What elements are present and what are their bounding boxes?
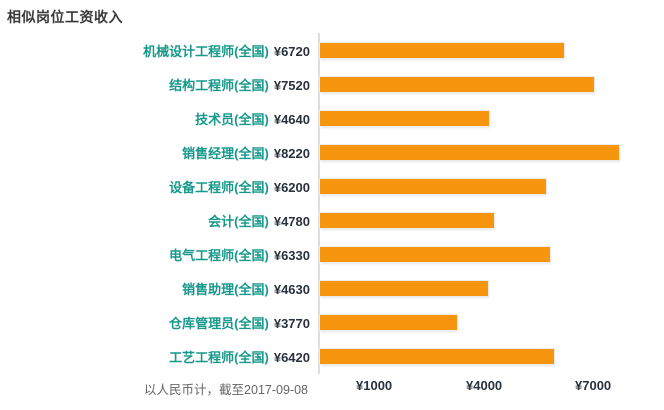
salary-value: ¥4630: [273, 281, 310, 297]
row-label: 设备工程师(全国) ¥6200: [0, 177, 310, 196]
row-label: 技术员(全国) ¥4640: [0, 109, 310, 128]
bar-track: [320, 178, 664, 194]
bar-chart: 机械设计工程师(全国) ¥6720 结构工程师(全国) ¥7520 技术员(全国) ¥46…: [0, 33, 664, 373]
salary-value: ¥8220: [273, 145, 310, 161]
row-label: 会计(全国) ¥4780: [0, 211, 310, 230]
job-title-link[interactable]: 销售助理(全国): [182, 281, 269, 297]
salary-value: ¥3770: [273, 315, 310, 331]
job-title-link[interactable]: 设备工程师(全国): [169, 179, 269, 195]
chart-row: 会计(全国) ¥4780: [0, 203, 664, 237]
row-label: 结构工程师(全国) ¥7520: [0, 75, 310, 94]
job-title-link[interactable]: 技术员(全国): [195, 111, 269, 127]
salary-bar: [320, 76, 594, 92]
row-label: 销售助理(全国) ¥4630: [0, 279, 310, 298]
salary-bar: [320, 110, 489, 126]
x-axis-tick-label: ¥4000: [466, 378, 503, 393]
x-axis-tick-label: ¥7000: [575, 378, 612, 393]
salary-value: ¥7520: [273, 77, 310, 93]
job-title-link[interactable]: 机械设计工程师(全国): [143, 43, 269, 59]
salary-bar: [320, 280, 488, 296]
row-label: 机械设计工程师(全国) ¥6720: [0, 41, 310, 60]
salary-bar: [320, 42, 564, 58]
chart-row: 电气工程师(全国) ¥6330: [0, 237, 664, 271]
bar-track: [320, 212, 664, 228]
salary-value: ¥6720: [273, 43, 310, 59]
salary-value: ¥6330: [273, 247, 310, 263]
x-axis-tick-label: ¥1000: [356, 378, 393, 393]
row-label: 电气工程师(全国) ¥6330: [0, 245, 310, 264]
job-title-link[interactable]: 结构工程师(全国): [169, 77, 269, 93]
salary-value: ¥6420: [273, 349, 310, 365]
row-label: 工艺工程师(全国) ¥6420: [0, 347, 310, 366]
chart-row: 结构工程师(全国) ¥7520: [0, 67, 664, 101]
salary-bar: [320, 348, 554, 364]
salary-bar: [320, 314, 457, 330]
y-axis-line: [318, 33, 320, 374]
bar-track: [320, 76, 664, 92]
salary-bar: [320, 178, 546, 194]
bar-track: [320, 280, 664, 296]
bar-track: [320, 246, 664, 262]
bar-track: [320, 42, 664, 58]
bar-track: [320, 348, 664, 364]
salary-bar: [320, 212, 494, 228]
job-title-link[interactable]: 会计(全国): [208, 213, 269, 229]
chart-footnote: 以人民币计，截至2017-09-08: [144, 383, 308, 397]
chart-row: 技术员(全国) ¥4640: [0, 101, 664, 135]
chart-row: 销售助理(全国) ¥4630: [0, 271, 664, 305]
salary-value: ¥4640: [273, 111, 310, 127]
chart-row: 仓库管理员(全国) ¥3770: [0, 305, 664, 339]
salary-value: ¥4780: [273, 213, 310, 229]
bar-track: [320, 144, 664, 160]
salary-bar: [320, 144, 619, 160]
salary-bar: [320, 246, 550, 262]
x-axis: ¥1000 ¥4000 ¥7000: [320, 378, 662, 398]
chart-row: 销售经理(全国) ¥8220: [0, 135, 664, 169]
chart-row: 工艺工程师(全国) ¥6420: [0, 339, 664, 373]
chart-row: 设备工程师(全国) ¥6200: [0, 169, 664, 203]
job-title-link[interactable]: 电气工程师(全国): [169, 247, 269, 263]
row-label: 仓库管理员(全国) ¥3770: [0, 313, 310, 332]
row-label: 销售经理(全国) ¥8220: [0, 143, 310, 162]
page-title: 相似岗位工资收入: [7, 9, 123, 25]
job-title-link[interactable]: 销售经理(全国): [182, 145, 269, 161]
bar-track: [320, 314, 664, 330]
chart-row: 机械设计工程师(全国) ¥6720: [0, 33, 664, 67]
bar-track: [320, 110, 664, 126]
job-title-link[interactable]: 仓库管理员(全国): [169, 315, 269, 331]
job-title-link[interactable]: 工艺工程师(全国): [169, 349, 269, 365]
salary-value: ¥6200: [273, 179, 310, 195]
